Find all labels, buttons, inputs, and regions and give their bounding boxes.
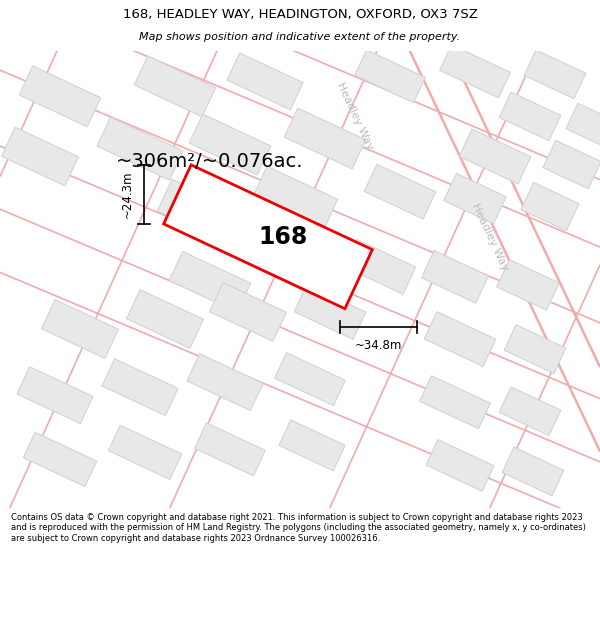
Text: 168, HEADLEY WAY, HEADINGTON, OXFORD, OX3 7SZ: 168, HEADLEY WAY, HEADINGTON, OXFORD, OX… xyxy=(122,8,478,21)
Polygon shape xyxy=(97,117,183,180)
Polygon shape xyxy=(23,432,97,486)
Text: Contains OS data © Crown copyright and database right 2021. This information is : Contains OS data © Crown copyright and d… xyxy=(11,513,586,542)
Polygon shape xyxy=(502,447,564,496)
Polygon shape xyxy=(108,425,182,479)
Polygon shape xyxy=(2,127,79,186)
Polygon shape xyxy=(17,367,93,424)
Polygon shape xyxy=(421,251,488,303)
Polygon shape xyxy=(499,92,561,141)
Polygon shape xyxy=(169,251,251,312)
Polygon shape xyxy=(252,166,338,231)
Text: ~24.3m: ~24.3m xyxy=(121,171,134,218)
Polygon shape xyxy=(134,56,216,117)
Text: ~34.8m: ~34.8m xyxy=(355,339,403,352)
Text: Headley Way: Headley Way xyxy=(470,201,510,272)
Polygon shape xyxy=(499,387,561,436)
Polygon shape xyxy=(566,103,600,146)
Text: ~306m²/~0.076ac.: ~306m²/~0.076ac. xyxy=(116,152,304,171)
Polygon shape xyxy=(355,50,425,103)
Text: 168: 168 xyxy=(259,225,308,249)
Polygon shape xyxy=(189,114,271,175)
Polygon shape xyxy=(419,376,490,429)
Polygon shape xyxy=(157,179,243,244)
Polygon shape xyxy=(279,420,345,471)
Text: Headley Way: Headley Way xyxy=(335,81,375,152)
Polygon shape xyxy=(41,299,118,358)
Polygon shape xyxy=(426,439,494,491)
Polygon shape xyxy=(504,325,566,374)
Polygon shape xyxy=(459,129,531,184)
Polygon shape xyxy=(440,45,511,98)
Polygon shape xyxy=(344,239,416,294)
Polygon shape xyxy=(164,165,373,309)
Polygon shape xyxy=(275,352,346,406)
Polygon shape xyxy=(543,141,600,189)
Polygon shape xyxy=(364,164,436,219)
Polygon shape xyxy=(497,259,559,310)
Polygon shape xyxy=(102,359,178,416)
Polygon shape xyxy=(187,354,263,411)
Polygon shape xyxy=(424,312,496,366)
Text: Map shows position and indicative extent of the property.: Map shows position and indicative extent… xyxy=(139,32,461,42)
Polygon shape xyxy=(524,50,586,99)
Polygon shape xyxy=(294,284,366,339)
Polygon shape xyxy=(254,238,336,299)
Polygon shape xyxy=(19,66,101,127)
Polygon shape xyxy=(284,108,366,169)
Polygon shape xyxy=(209,282,286,341)
Polygon shape xyxy=(127,289,203,348)
Polygon shape xyxy=(194,423,265,476)
Polygon shape xyxy=(444,173,506,224)
Polygon shape xyxy=(521,182,579,231)
Polygon shape xyxy=(227,53,303,110)
